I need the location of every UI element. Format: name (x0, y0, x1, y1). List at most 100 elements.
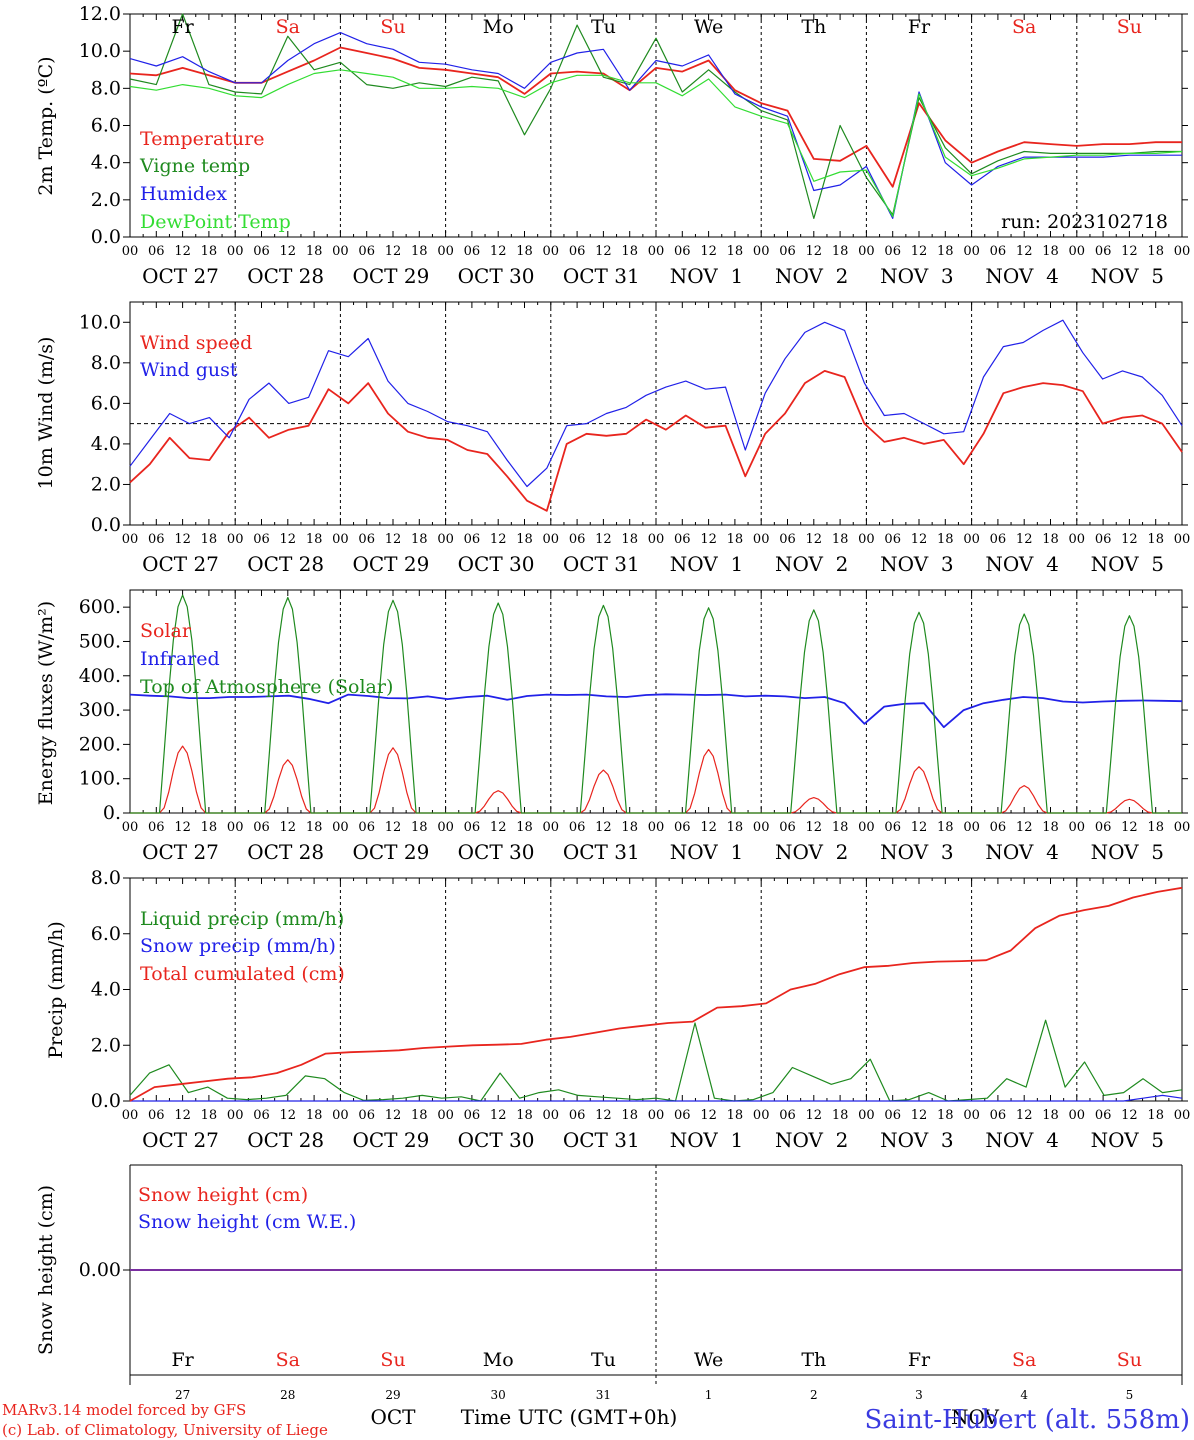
hour-tick-label: 18 (516, 244, 533, 259)
hour-tick-label: 06 (253, 1108, 270, 1123)
hour-tick-label: 00 (1174, 1108, 1191, 1123)
weekday-labels: Fr Sa Su Mo Tu We Th Fr Sa Su (171, 16, 1142, 38)
legend-solar: Solar (140, 620, 192, 642)
hour-tick-label: 00 (1174, 532, 1191, 547)
hour-tick-label: 18 (727, 820, 744, 835)
bottom-weekday-label: Sa (276, 1349, 300, 1371)
hour-tick-label: 18 (937, 820, 954, 835)
hour-tick-label: 12 (911, 532, 928, 547)
hour-tick-label: 00 (543, 1108, 560, 1123)
bottom-weekday-label: Sa (1012, 1349, 1036, 1371)
energy-y-ticks: 0. 100. 200. 300. 400. 500. 600. (79, 596, 1188, 824)
hour-tick-label: 12 (280, 244, 297, 259)
hour-tick-label: 06 (253, 532, 270, 547)
hour-tick-label: 00 (332, 532, 349, 547)
bottom-weekday-label: Su (1117, 1349, 1142, 1371)
date-label: OCT 28 (247, 1128, 324, 1152)
bottom-day-number: 29 (385, 1388, 400, 1402)
date-label: OCT 27 (142, 264, 219, 288)
hour-tick-label: 12 (1121, 532, 1138, 547)
energy-x-axis: 00 06 12 18 00 06 12 18 00 06 12 18 00 06 12 18 00 06 12 18… (122, 820, 1191, 864)
hour-tick-label: 00 (122, 244, 139, 259)
footer-copyright: (c) Lab. of Climatology, University of L… (2, 1421, 328, 1439)
hour-tick-label: 06 (990, 820, 1007, 835)
hour-tick-label: 00 (858, 820, 875, 835)
hour-tick-label: 06 (779, 820, 796, 835)
hour-tick-label: 12 (806, 244, 823, 259)
hour-tick-label: 00 (122, 820, 139, 835)
hour-tick-label: 12 (911, 820, 928, 835)
bottom-weekday-label: Fr (171, 1349, 194, 1371)
hour-tick-label: 00 (437, 532, 454, 547)
hour-tick-label: 18 (832, 1108, 849, 1123)
hour-tick-label: 06 (148, 532, 165, 547)
temperature-panel: 2m Temp. (ºC) 0.0 2.0 4.0 6.0 8.0 10.0 12.0 Fr… (35, 3, 1190, 288)
y-tick-label: 0.0 (91, 1090, 121, 1112)
y-tick-label: 6.0 (91, 392, 121, 414)
hour-tick-label: 06 (1095, 532, 1112, 547)
run-label: run: 2023102718 (1001, 211, 1168, 233)
date-label: OCT 29 (352, 1128, 429, 1152)
temperature-grid (129, 14, 1183, 237)
hour-tick-label: 18 (1042, 1108, 1059, 1123)
hour-tick-label: 00 (963, 1108, 980, 1123)
bottom-day-number: 1 (705, 1388, 713, 1402)
y-tick-label: 6.0 (91, 115, 121, 137)
bottom-weekday-label: Tu (591, 1349, 616, 1371)
wind-grid (129, 302, 1183, 525)
hour-tick-label: 18 (201, 1108, 218, 1123)
hour-tick-label: 06 (779, 244, 796, 259)
date-label: OCT 27 (142, 1128, 219, 1152)
snow-ylabel: Snow height (cm) (35, 1185, 57, 1355)
hour-tick-label: 06 (674, 1108, 691, 1123)
y-tick-label: 2.0 (91, 189, 121, 211)
bottom-day-number: 2 (810, 1388, 818, 1402)
energy-panel-frame (129, 589, 1183, 814)
hour-tick-label: 06 (464, 244, 481, 259)
hour-tick-label: 12 (1121, 244, 1138, 259)
hour-tick-label: 06 (884, 1108, 901, 1123)
hour-tick-label: 12 (1016, 532, 1033, 547)
hour-tick-label: 12 (1016, 820, 1033, 835)
hour-tick-label: 18 (1147, 532, 1164, 547)
weekday-label: Su (1117, 16, 1142, 38)
hour-tick-label: 00 (227, 1108, 244, 1123)
hour-tick-label: 12 (1016, 1108, 1033, 1123)
hour-tick-label: 12 (1016, 244, 1033, 259)
date-label: OCT 30 (458, 1128, 535, 1152)
date-label: NOV 2 (775, 552, 848, 576)
date-label: NOV 4 (985, 840, 1058, 864)
hour-tick-label: 06 (569, 820, 586, 835)
date-label: NOV 4 (985, 1128, 1058, 1152)
date-label: NOV 5 (1091, 264, 1164, 288)
precip-ylabel: Precip (mm/h) (45, 921, 67, 1059)
hour-tick-label: 00 (1174, 244, 1191, 259)
hour-tick-label: 12 (911, 1108, 928, 1123)
energy-ylabel: Energy fluxes (W/m²) (35, 601, 57, 805)
energy-grid (129, 590, 1183, 813)
hour-tick-label: 00 (332, 820, 349, 835)
date-label: OCT 31 (563, 264, 640, 288)
bottom-day-number: 3 (915, 1388, 923, 1402)
hour-tick-label: 18 (516, 820, 533, 835)
date-label: NOV 1 (670, 264, 743, 288)
legend-toa-solar: Top of Atmosphere (Solar) (140, 676, 393, 698)
date-label: NOV 1 (670, 1128, 743, 1152)
hour-tick-label: 12 (490, 532, 507, 547)
hour-tick-label: 00 (1069, 244, 1086, 259)
y-tick-label: 500. (79, 630, 121, 652)
wind-ylabel: 10m Wind (m/s) (35, 337, 57, 490)
hour-tick-label: 18 (411, 1108, 428, 1123)
y-tick-label: 200. (79, 733, 121, 755)
wind-y-ticks: 0.0 2.0 4.0 6.0 8.0 10.0 (79, 311, 1188, 536)
legend-wind-gust: Wind gust (140, 359, 238, 381)
hour-tick-label: 18 (937, 244, 954, 259)
y-tick-label: 12.0 (79, 3, 121, 25)
y-tick-label: 10.0 (79, 311, 121, 333)
hour-tick-label: 18 (201, 244, 218, 259)
date-label: OCT 29 (352, 840, 429, 864)
hour-tick-label: 12 (806, 820, 823, 835)
hour-tick-label: 06 (990, 1108, 1007, 1123)
series-line (129, 886, 1183, 1102)
date-label: NOV 2 (775, 264, 848, 288)
